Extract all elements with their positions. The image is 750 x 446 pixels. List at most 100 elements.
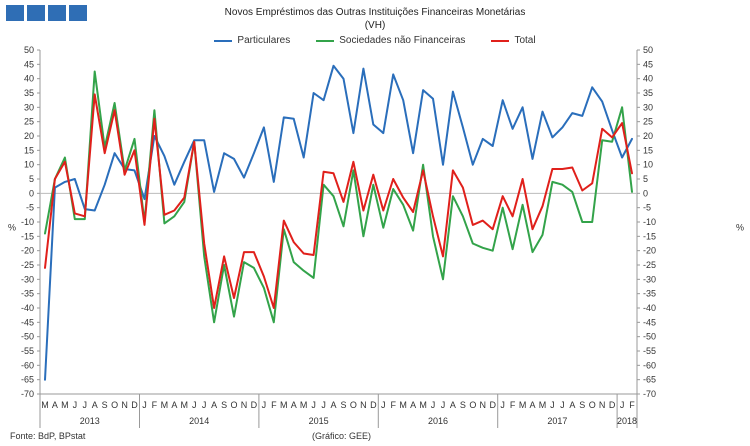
x-tick-label-month: S: [340, 400, 346, 410]
logo: [6, 5, 87, 21]
logo-block: [6, 5, 24, 21]
x-tick-label-month: D: [251, 400, 258, 410]
y-tick-label-left: -50: [21, 332, 34, 342]
x-tick-label-month: J: [441, 400, 446, 410]
y-tick-label-left: 10: [24, 160, 34, 170]
y-tick-label-left: 15: [24, 145, 34, 155]
y-tick-label-right: -30: [643, 274, 656, 284]
y-tick-label-right: -25: [643, 260, 656, 270]
y-tick-label-left: -40: [21, 303, 34, 313]
y-tick-label-left: -45: [21, 317, 34, 327]
y-tick-label-left: 20: [24, 131, 34, 141]
y-tick-label-left: -60: [21, 360, 34, 370]
x-tick-label-month: M: [61, 400, 69, 410]
footer-source: Fonte: BdP, BPstat: [10, 431, 86, 441]
y-tick-label-right: 20: [643, 131, 653, 141]
y-tick-label-right: 40: [643, 74, 653, 84]
y-unit-label-right: %: [736, 223, 744, 233]
x-tick-label-month: M: [539, 400, 547, 410]
y-tick-label-left: 35: [24, 88, 34, 98]
x-tick-label-month: J: [381, 400, 386, 410]
footer-credit: (Gráfico: GEE): [312, 431, 372, 441]
x-tick-label-year: 2018: [617, 416, 637, 426]
y-tick-label-right: 15: [643, 145, 653, 155]
x-tick-label-month: N: [241, 400, 248, 410]
x-tick-label-month: J: [620, 400, 625, 410]
x-tick-label-month: J: [431, 400, 436, 410]
y-tick-label-left: -10: [21, 217, 34, 227]
y-tick-label-left: -30: [21, 274, 34, 284]
y-tick-label-left: -20: [21, 246, 34, 256]
y-tick-label-right: -35: [643, 289, 656, 299]
y-tick-label-right: -5: [643, 203, 651, 213]
y-tick-label-right: -60: [643, 360, 656, 370]
logo-block: [27, 5, 45, 21]
x-tick-label-month: A: [569, 400, 575, 410]
y-tick-label-right: -70: [643, 389, 656, 399]
x-tick-label-month: F: [152, 400, 158, 410]
x-tick-label-month: A: [92, 400, 98, 410]
x-tick-label-month: J: [560, 400, 565, 410]
x-tick-label-month: M: [399, 400, 407, 410]
y-tick-label-left: -15: [21, 231, 34, 241]
x-tick-label-month: J: [202, 400, 207, 410]
x-tick-label-year: 2013: [80, 416, 100, 426]
x-tick-label-month: D: [489, 400, 496, 410]
x-tick-label-month: J: [83, 400, 88, 410]
x-tick-label-month: A: [171, 400, 177, 410]
x-tick-label-month: A: [291, 400, 297, 410]
y-tick-label-right: -40: [643, 303, 656, 313]
x-tick-label-month: F: [510, 400, 516, 410]
x-tick-label-month: J: [142, 400, 147, 410]
x-tick-label-month: A: [410, 400, 416, 410]
series-line-total: [44, 93, 633, 309]
x-tick-label-month: M: [181, 400, 189, 410]
x-tick-label-year: 2016: [428, 416, 448, 426]
legend-item-particulares: Particulares: [214, 35, 290, 46]
y-tick-label-right: -50: [643, 332, 656, 342]
legend-label-particulares: Particulares: [237, 35, 291, 46]
x-tick-label-month: M: [161, 400, 169, 410]
chart-legend: Particulares Sociedades não Financeiras …: [0, 35, 750, 46]
logo-block: [48, 5, 66, 21]
x-tick-label-month: S: [579, 400, 585, 410]
y-tick-label-left: 5: [29, 174, 34, 184]
x-tick-label-month: J: [262, 400, 267, 410]
y-tick-label-right: 10: [643, 160, 653, 170]
x-tick-label-month: N: [121, 400, 128, 410]
y-tick-label-left: -35: [21, 289, 34, 299]
x-tick-label-month: D: [370, 400, 377, 410]
y-tick-label-right: 35: [643, 88, 653, 98]
y-tick-label-right: -55: [643, 346, 656, 356]
x-tick-label-month: S: [221, 400, 227, 410]
x-tick-label-month: J: [550, 400, 555, 410]
y-unit-label-left: %: [8, 223, 16, 233]
x-tick-label-month: A: [530, 400, 536, 410]
y-tick-label-left: 45: [24, 59, 34, 69]
x-tick-label-month: M: [419, 400, 427, 410]
chart-subtitle: (VH): [364, 20, 386, 31]
x-tick-label-year: 2014: [189, 416, 209, 426]
y-tick-label-left: -70: [21, 389, 34, 399]
chart-title: Novos Empréstimos das Outras Instituiçõe…: [224, 7, 526, 18]
x-tick-label-month: M: [280, 400, 288, 410]
y-tick-label-left: -25: [21, 260, 34, 270]
x-tick-label-month: J: [73, 400, 78, 410]
x-tick-label-month: F: [271, 400, 277, 410]
x-tick-label-month: J: [500, 400, 505, 410]
x-tick-label-month: N: [480, 400, 487, 410]
x-tick-label-month: O: [469, 400, 476, 410]
x-tick-label-month: M: [519, 400, 527, 410]
series-line-particulares: [44, 64, 633, 381]
y-tick-label-right: 5: [643, 174, 648, 184]
x-tick-label-month: A: [52, 400, 58, 410]
y-tick-label-right: 30: [643, 102, 653, 112]
y-tick-label-right: 45: [643, 59, 653, 69]
y-tick-label-right: 0: [643, 188, 648, 198]
x-tick-label-month: S: [102, 400, 108, 410]
legend-label-total: Total: [514, 35, 536, 46]
y-tick-label-left: -5: [26, 203, 34, 213]
legend-swatch-total: [491, 39, 510, 42]
x-tick-label-month: O: [111, 400, 118, 410]
